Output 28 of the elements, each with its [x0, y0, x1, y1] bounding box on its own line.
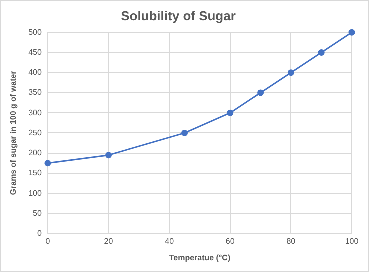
- y-tick-label: 500: [28, 28, 42, 37]
- x-tick-label: 80: [286, 236, 296, 246]
- y-tick-label: 300: [28, 108, 42, 118]
- y-tick-label: 400: [28, 68, 42, 78]
- x-tick-label: 100: [345, 236, 360, 246]
- y-tick-label: 450: [28, 48, 42, 57]
- point: [182, 130, 188, 136]
- point: [288, 70, 294, 76]
- point: [106, 152, 112, 159]
- point: [348, 29, 356, 36]
- x-tick-label: 0: [46, 236, 51, 246]
- y-tick-label: 150: [28, 168, 42, 178]
- x-axis-title: Temperatue (°C): [169, 253, 231, 262]
- y-tick-label: 50: [33, 208, 42, 218]
- point: [44, 160, 52, 167]
- y-axis-title: Grams of sugar in 100 g of water: [9, 71, 18, 196]
- y-tick-label: 0: [37, 229, 42, 238]
- y-tick-label: 100: [28, 188, 42, 198]
- point: [318, 49, 325, 56]
- x-tick-label: 20: [104, 236, 114, 246]
- chart-title: Solubility of Sugar: [121, 8, 236, 24]
- point: [227, 110, 234, 116]
- y-tick-label: 200: [28, 148, 42, 158]
- point: [258, 90, 264, 96]
- x-tick-label: 60: [226, 236, 236, 246]
- x-tick-label: 40: [165, 236, 175, 246]
- y-tick-label: 350: [28, 88, 42, 98]
- y-tick-label: 250: [28, 128, 42, 138]
